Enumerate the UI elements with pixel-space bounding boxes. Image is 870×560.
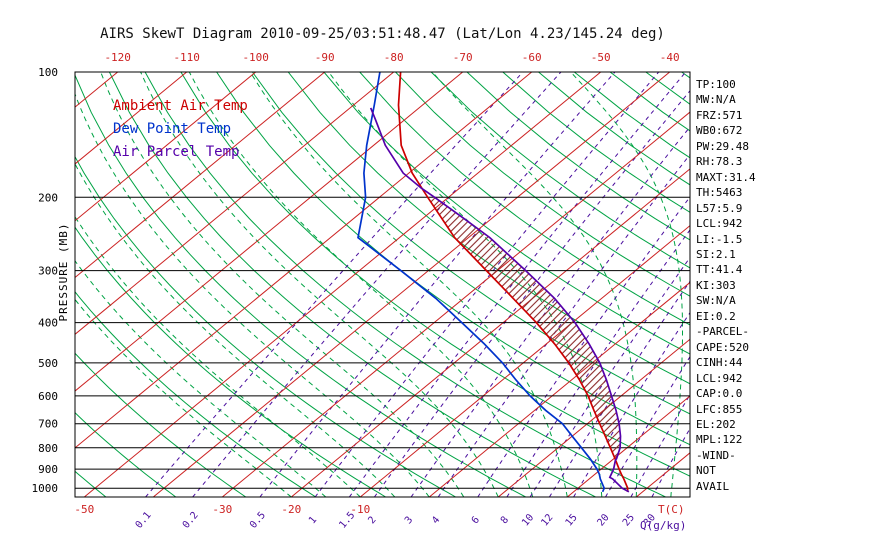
- svg-text:15: 15: [564, 512, 580, 528]
- stat-line: MW:N/A: [696, 93, 736, 107]
- stat-line: CAP:0.0: [696, 387, 743, 401]
- svg-text:-20: -20: [281, 503, 301, 516]
- stat-line: LCL:942: [696, 371, 743, 385]
- stat-line: -PARCEL-: [696, 325, 749, 339]
- svg-text:500: 500: [38, 357, 58, 370]
- stat-line: AVAIL: [696, 479, 730, 493]
- svg-text:10: 10: [520, 512, 536, 528]
- svg-text:400: 400: [38, 317, 58, 330]
- stat-line: MAXT:31.4: [696, 170, 756, 184]
- svg-text:6: 6: [470, 515, 482, 527]
- pressure-axis: 100 200 300 400 500 600 700 800 900 1000: [32, 66, 59, 495]
- svg-text:1: 1: [307, 515, 319, 527]
- svg-text:-80: -80: [384, 51, 404, 64]
- svg-text:800: 800: [38, 442, 58, 455]
- stat-line: CINH:44: [696, 356, 743, 370]
- svg-text:300: 300: [38, 265, 58, 278]
- stat-line: L57:5.9: [696, 201, 743, 215]
- legend-parcel: Air Parcel Temp: [113, 144, 239, 160]
- pressure-axis-label: PRESSURE (MB): [57, 222, 70, 321]
- stat-line: EI:0.2: [696, 309, 736, 323]
- svg-text:0.5: 0.5: [248, 510, 268, 531]
- top-temp-axis: -120 -110 -100 -90 -80 -70 -60 -50 -40: [104, 51, 679, 64]
- legend: Ambient Air Temp Dew Point Temp Air Parcel…: [113, 98, 248, 160]
- stat-line: FRZ:571: [696, 108, 743, 122]
- skewt-grid: [75, 72, 690, 497]
- stat-line: TP:100: [696, 78, 736, 91]
- stat-line: PW:29.48: [696, 139, 749, 153]
- stat-line: SI:2.1: [696, 247, 736, 261]
- cape-hatch-area: [427, 197, 621, 460]
- svg-text:0.2: 0.2: [181, 510, 201, 531]
- svg-text:-70: -70: [453, 51, 473, 64]
- stat-line: LI:-1.5: [696, 232, 743, 246]
- svg-text:12: 12: [539, 512, 555, 528]
- stat-line: TT:41.4: [696, 263, 743, 277]
- svg-text:2: 2: [366, 515, 378, 527]
- legend-temp: Ambient Air Temp: [113, 98, 248, 114]
- legend-dewpoint: Dew Point Temp: [113, 121, 231, 137]
- stat-line: WB0:672: [696, 124, 743, 138]
- parcel-curve: [369, 107, 630, 493]
- svg-text:8: 8: [499, 515, 511, 527]
- chart-title: AIRS SkewT Diagram 2010-09-25/03:51:48.4…: [100, 26, 665, 42]
- svg-text:-50: -50: [591, 51, 611, 64]
- stat-line: TH:5463: [696, 186, 743, 200]
- svg-text:-60: -60: [522, 51, 542, 64]
- svg-text:-30: -30: [212, 503, 232, 516]
- svg-text:25: 25: [621, 512, 637, 528]
- svg-text:0.1: 0.1: [134, 510, 154, 531]
- svg-text:-50: -50: [74, 503, 94, 516]
- stat-line: -WIND-: [696, 448, 736, 462]
- stat-line: SW:N/A: [696, 294, 736, 308]
- svg-text:200: 200: [38, 191, 58, 204]
- svg-text:600: 600: [38, 390, 58, 403]
- mixing-axis-unit-label: Q(g/kg): [640, 519, 686, 532]
- plot-border: [74, 71, 691, 498]
- stat-line: CAPE:520: [696, 340, 749, 354]
- stat-line: RH:78.3: [696, 155, 743, 169]
- dewpoint-curve: [357, 72, 606, 493]
- stat-line: EL:202: [696, 417, 736, 431]
- svg-text:900: 900: [38, 463, 58, 476]
- svg-text:4: 4: [430, 515, 442, 527]
- stat-line: LFC:855: [696, 402, 743, 416]
- svg-text:1000: 1000: [32, 482, 59, 495]
- svg-text:-120: -120: [104, 51, 131, 64]
- svg-text:-10: -10: [350, 503, 370, 516]
- svg-text:-100: -100: [242, 51, 269, 64]
- stat-line: NOT: [696, 464, 716, 478]
- svg-text:100: 100: [38, 66, 58, 79]
- svg-text:-110: -110: [173, 51, 200, 64]
- svg-text:3: 3: [403, 515, 415, 527]
- stat-line: KI:303: [696, 278, 736, 292]
- stat-line: MPL:122: [696, 433, 743, 447]
- bottom-temp-axis: -50 -30 -20 -10: [74, 503, 370, 516]
- temp-axis-unit-label: T(C): [658, 503, 685, 516]
- stats-panel: TP:100 MW:N/A FRZ:571 WB0:672 PW:29.48 RH:78.…: [696, 77, 866, 494]
- stat-line: LCL:942: [696, 217, 743, 231]
- svg-text:20: 20: [595, 512, 611, 528]
- svg-text:700: 700: [38, 418, 58, 431]
- svg-text:-40: -40: [660, 51, 680, 64]
- svg-text:-90: -90: [315, 51, 335, 64]
